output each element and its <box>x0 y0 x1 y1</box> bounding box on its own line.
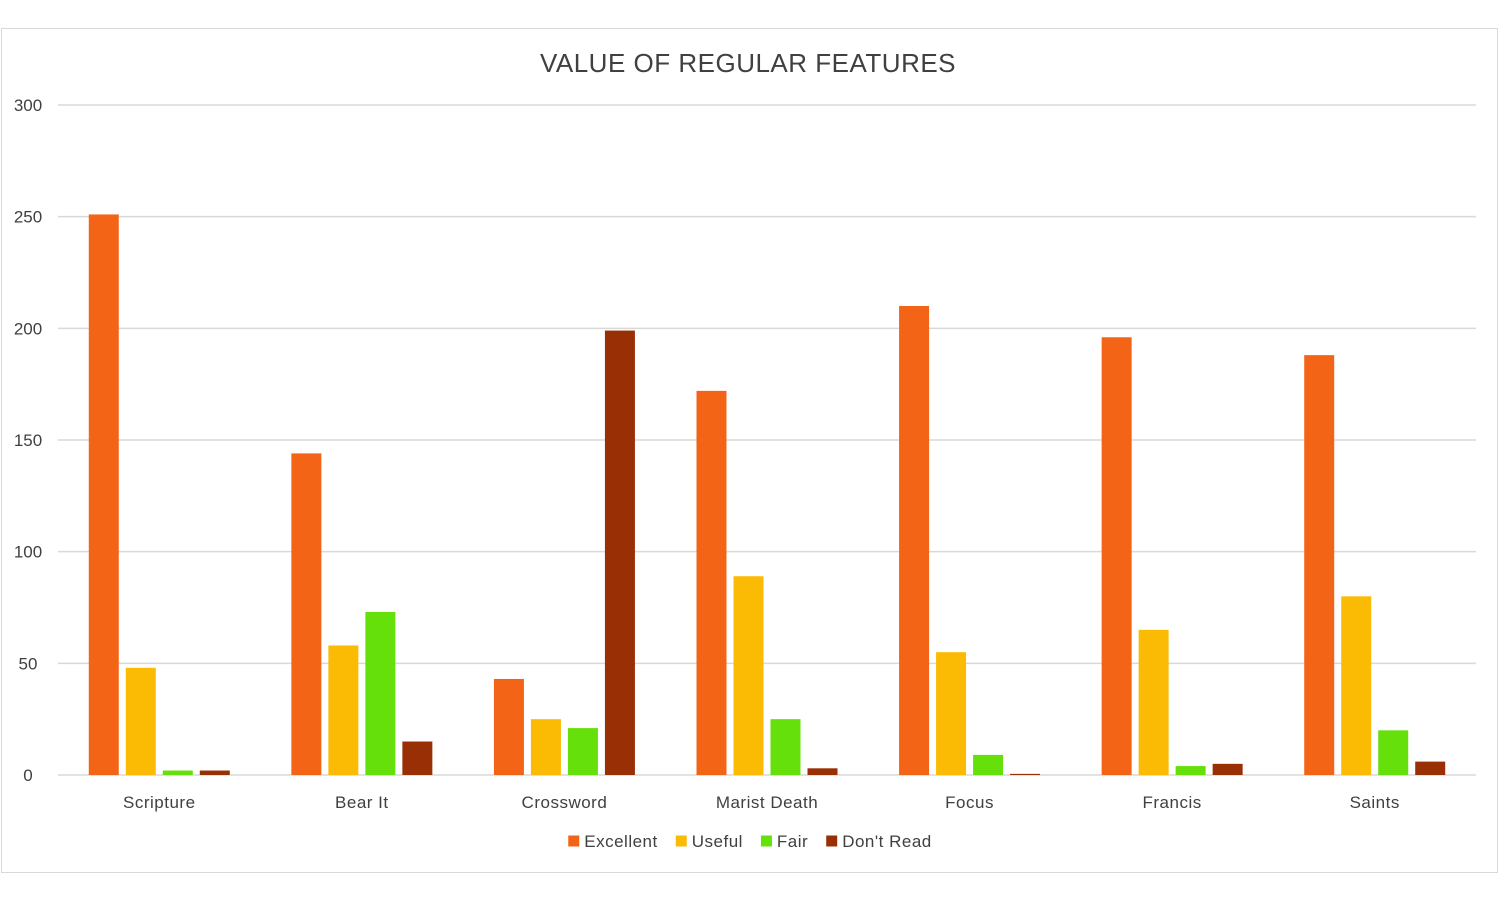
bar-5-0 <box>1101 337 1132 775</box>
legend: Excellent Useful Fair Don't Read <box>568 832 931 851</box>
chart-title: VALUE OF REGULAR FEATURES <box>540 48 956 78</box>
bar-5-3 <box>1212 763 1243 775</box>
x-category-label: Crossword <box>522 793 608 812</box>
gridlines <box>58 104 1476 776</box>
bar-5-2 <box>1175 766 1206 775</box>
bar-1-3 <box>402 741 433 775</box>
bar-3-1 <box>733 576 764 775</box>
y-tick-label: 250 <box>14 208 42 227</box>
bar-0-2 <box>162 770 193 775</box>
legend-label: Useful <box>692 832 743 851</box>
x-category-label: Saints <box>1350 793 1400 812</box>
y-tick-label: 100 <box>14 543 42 562</box>
bar-3-2 <box>770 719 801 775</box>
bar-4-0 <box>899 306 930 775</box>
legend-swatch <box>760 835 772 847</box>
bar-2-1 <box>530 719 561 775</box>
bar-4-3 <box>1010 773 1041 775</box>
bar-6-3 <box>1415 761 1446 775</box>
bar-6-0 <box>1304 355 1335 775</box>
y-tick-label: 0 <box>23 766 32 785</box>
y-tick-label: 300 <box>14 96 42 115</box>
bar-2-2 <box>567 728 598 775</box>
legend-swatch <box>826 835 838 847</box>
x-category-label: Scripture <box>123 793 196 812</box>
bar-6-2 <box>1378 730 1409 775</box>
legend-swatch <box>675 835 687 847</box>
x-category-label: Francis <box>1143 793 1202 812</box>
bars <box>88 214 1446 775</box>
legend-label: Don't Read <box>842 832 932 851</box>
bar-2-3 <box>604 330 635 775</box>
bar-3-0 <box>696 390 727 775</box>
y-tick-label: 150 <box>14 431 42 450</box>
bar-6-1 <box>1341 596 1372 775</box>
x-category-label: Marist Death <box>716 793 818 812</box>
y-tick-label: 200 <box>14 319 42 338</box>
legend-swatch <box>568 835 580 847</box>
x-category-label: Bear It <box>335 793 389 812</box>
bar-1-2 <box>365 611 396 775</box>
y-axis-ticks: 0 50 100 150 200 250 300 <box>14 96 42 785</box>
bar-1-1 <box>328 645 359 775</box>
bar-4-2 <box>973 754 1004 775</box>
bar-0-1 <box>125 667 156 775</box>
y-tick-label: 50 <box>19 654 38 673</box>
bar-0-3 <box>199 770 230 775</box>
bar-3-3 <box>807 768 838 775</box>
legend-label: Excellent <box>584 832 657 851</box>
bar-2-0 <box>493 678 524 775</box>
bar-5-1 <box>1138 629 1169 775</box>
x-axis-categories: Scripture Bear It Crossword Marist Death Foc… <box>123 793 1400 812</box>
legend-label: Fair <box>777 832 808 851</box>
x-category-label: Focus <box>945 793 994 812</box>
bar-1-0 <box>291 453 322 775</box>
bar-4-1 <box>936 652 967 775</box>
bar-0-0 <box>88 214 119 775</box>
